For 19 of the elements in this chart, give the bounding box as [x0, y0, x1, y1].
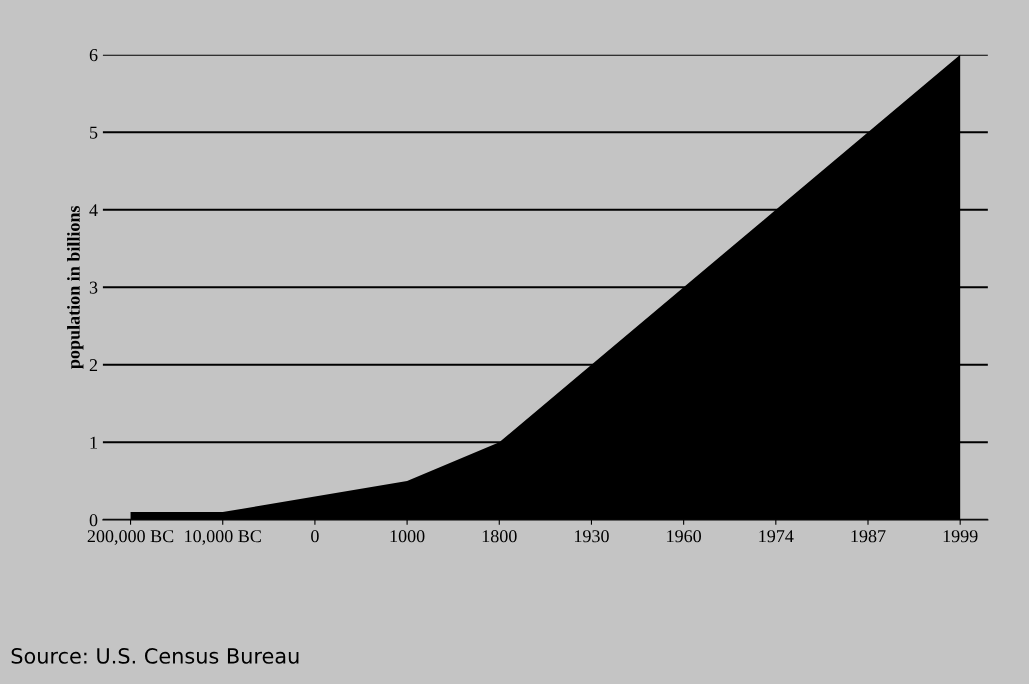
y-axis-title: population in billions: [67, 205, 84, 369]
x-tick-label: 1987: [851, 530, 886, 543]
y-tick-label: 0: [89, 514, 98, 527]
x-tick-label: 1000: [390, 530, 425, 543]
y-tick-label: 4: [89, 204, 98, 217]
x-tick-label: 1974: [759, 530, 794, 543]
x-tick-label: 0: [311, 530, 319, 543]
x-tick-label: 200,000 BC: [87, 530, 174, 545]
x-tick-label: 1800: [482, 530, 517, 543]
source-note: Source: U.S. Census Bureau: [11, 648, 299, 664]
y-tick-label: 3: [89, 281, 98, 294]
x-tick-label: 1960: [667, 530, 702, 543]
y-tick-label: 2: [89, 359, 98, 372]
x-tick-label: 1930: [574, 530, 609, 543]
x-tick-label: 10,000 BC: [185, 530, 261, 545]
y-tick-label: 6: [89, 49, 98, 62]
y-tick-label: 1: [90, 436, 97, 449]
x-tick-label: 1999: [943, 530, 978, 543]
y-tick-label: 5: [90, 126, 98, 139]
